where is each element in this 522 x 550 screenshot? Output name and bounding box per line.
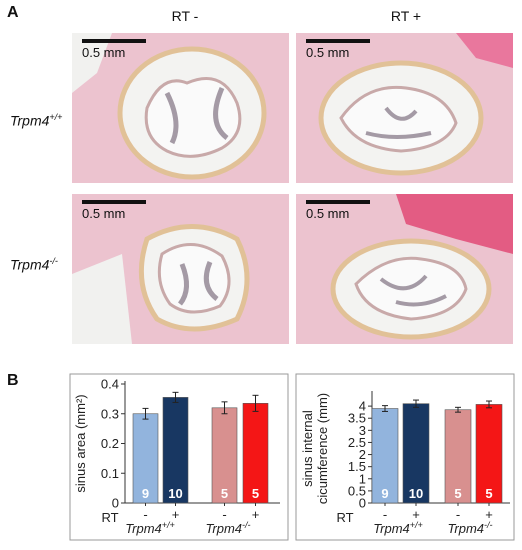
column-header-rt-minus: RT -: [171, 8, 199, 24]
x-sign-label: +: [485, 507, 493, 522]
bar-n-label: 5: [252, 486, 259, 501]
bar: [242, 403, 269, 504]
rt-axis-label: RT: [336, 510, 353, 525]
chart-frame: [295, 373, 515, 541]
y-axis-label-line: sinus internal: [300, 410, 315, 487]
scale-bar: 0.5 mm: [306, 200, 370, 221]
group-label: Trpm4-/-: [447, 520, 492, 536]
y-tick-label: 0.3: [101, 406, 119, 421]
micrograph-ko-rt-plus: 0.5 mm: [296, 194, 513, 344]
x-sign-label: -: [222, 507, 226, 522]
y-axis-label: sinus area (mm²): [73, 394, 88, 492]
x-sign-label: -: [456, 507, 460, 522]
row-label-ko: Trpm4-/-: [10, 256, 58, 273]
scale-bar: 0.5 mm: [306, 39, 370, 60]
y-tick-label: 4: [359, 399, 366, 414]
y-tick-label: 3.5: [348, 411, 366, 426]
x-sign-label: -: [143, 507, 147, 522]
y-tick-label: 0.2: [101, 436, 119, 451]
x-sign-label: +: [412, 507, 420, 522]
y-axis-label-line: cicumference (mm): [315, 393, 330, 504]
row-label-wt: Trpm4+/+: [10, 112, 63, 129]
group-label: Trpm4-/-: [205, 520, 250, 536]
bar-n-label: 10: [409, 486, 423, 501]
y-tick-label: 1: [359, 471, 366, 486]
group-label: Trpm4+/+: [373, 520, 423, 536]
bar-n-label: 9: [381, 486, 388, 501]
bar-n-label: 5: [454, 486, 461, 501]
x-sign-label: -: [383, 507, 387, 522]
rt-axis-label: RT: [101, 510, 118, 525]
y-tick-label: 0: [359, 496, 366, 511]
y-tick-label: 2: [359, 447, 366, 462]
panel-a-label: A: [7, 4, 19, 21]
panel-b-label: B: [7, 372, 19, 389]
y-tick-label: 0.4: [101, 377, 119, 392]
y-tick-label: 1.5: [348, 459, 366, 474]
scale-bar: 0.5 mm: [82, 39, 146, 60]
y-tick-label: 0: [112, 496, 119, 511]
y-tick-label: 0.5: [348, 483, 366, 498]
bar-n-label: 5: [221, 486, 228, 501]
bar-n-label: 9: [142, 486, 149, 501]
x-sign-label: +: [172, 507, 180, 522]
micrograph-wt-rt-minus: 0.5 mm: [72, 33, 289, 183]
scale-bar: 0.5 mm: [82, 200, 146, 221]
bar-n-label: 5: [485, 486, 492, 501]
chart-frame: [69, 373, 289, 541]
y-tick-label: 2.5: [348, 435, 366, 450]
y-tick-label: 0.1: [101, 466, 119, 481]
bar: [444, 409, 472, 504]
x-sign-label: +: [252, 507, 260, 522]
group-label: Trpm4+/+: [125, 520, 175, 536]
bar: [211, 407, 238, 504]
micrograph-ko-rt-minus: 0.5 mm: [72, 194, 289, 344]
bar-n-label: 10: [168, 486, 182, 501]
y-tick-label: 3: [359, 423, 366, 438]
column-header-rt-plus: RT +: [390, 8, 422, 24]
micrograph-wt-rt-plus: 0.5 mm: [296, 33, 513, 183]
